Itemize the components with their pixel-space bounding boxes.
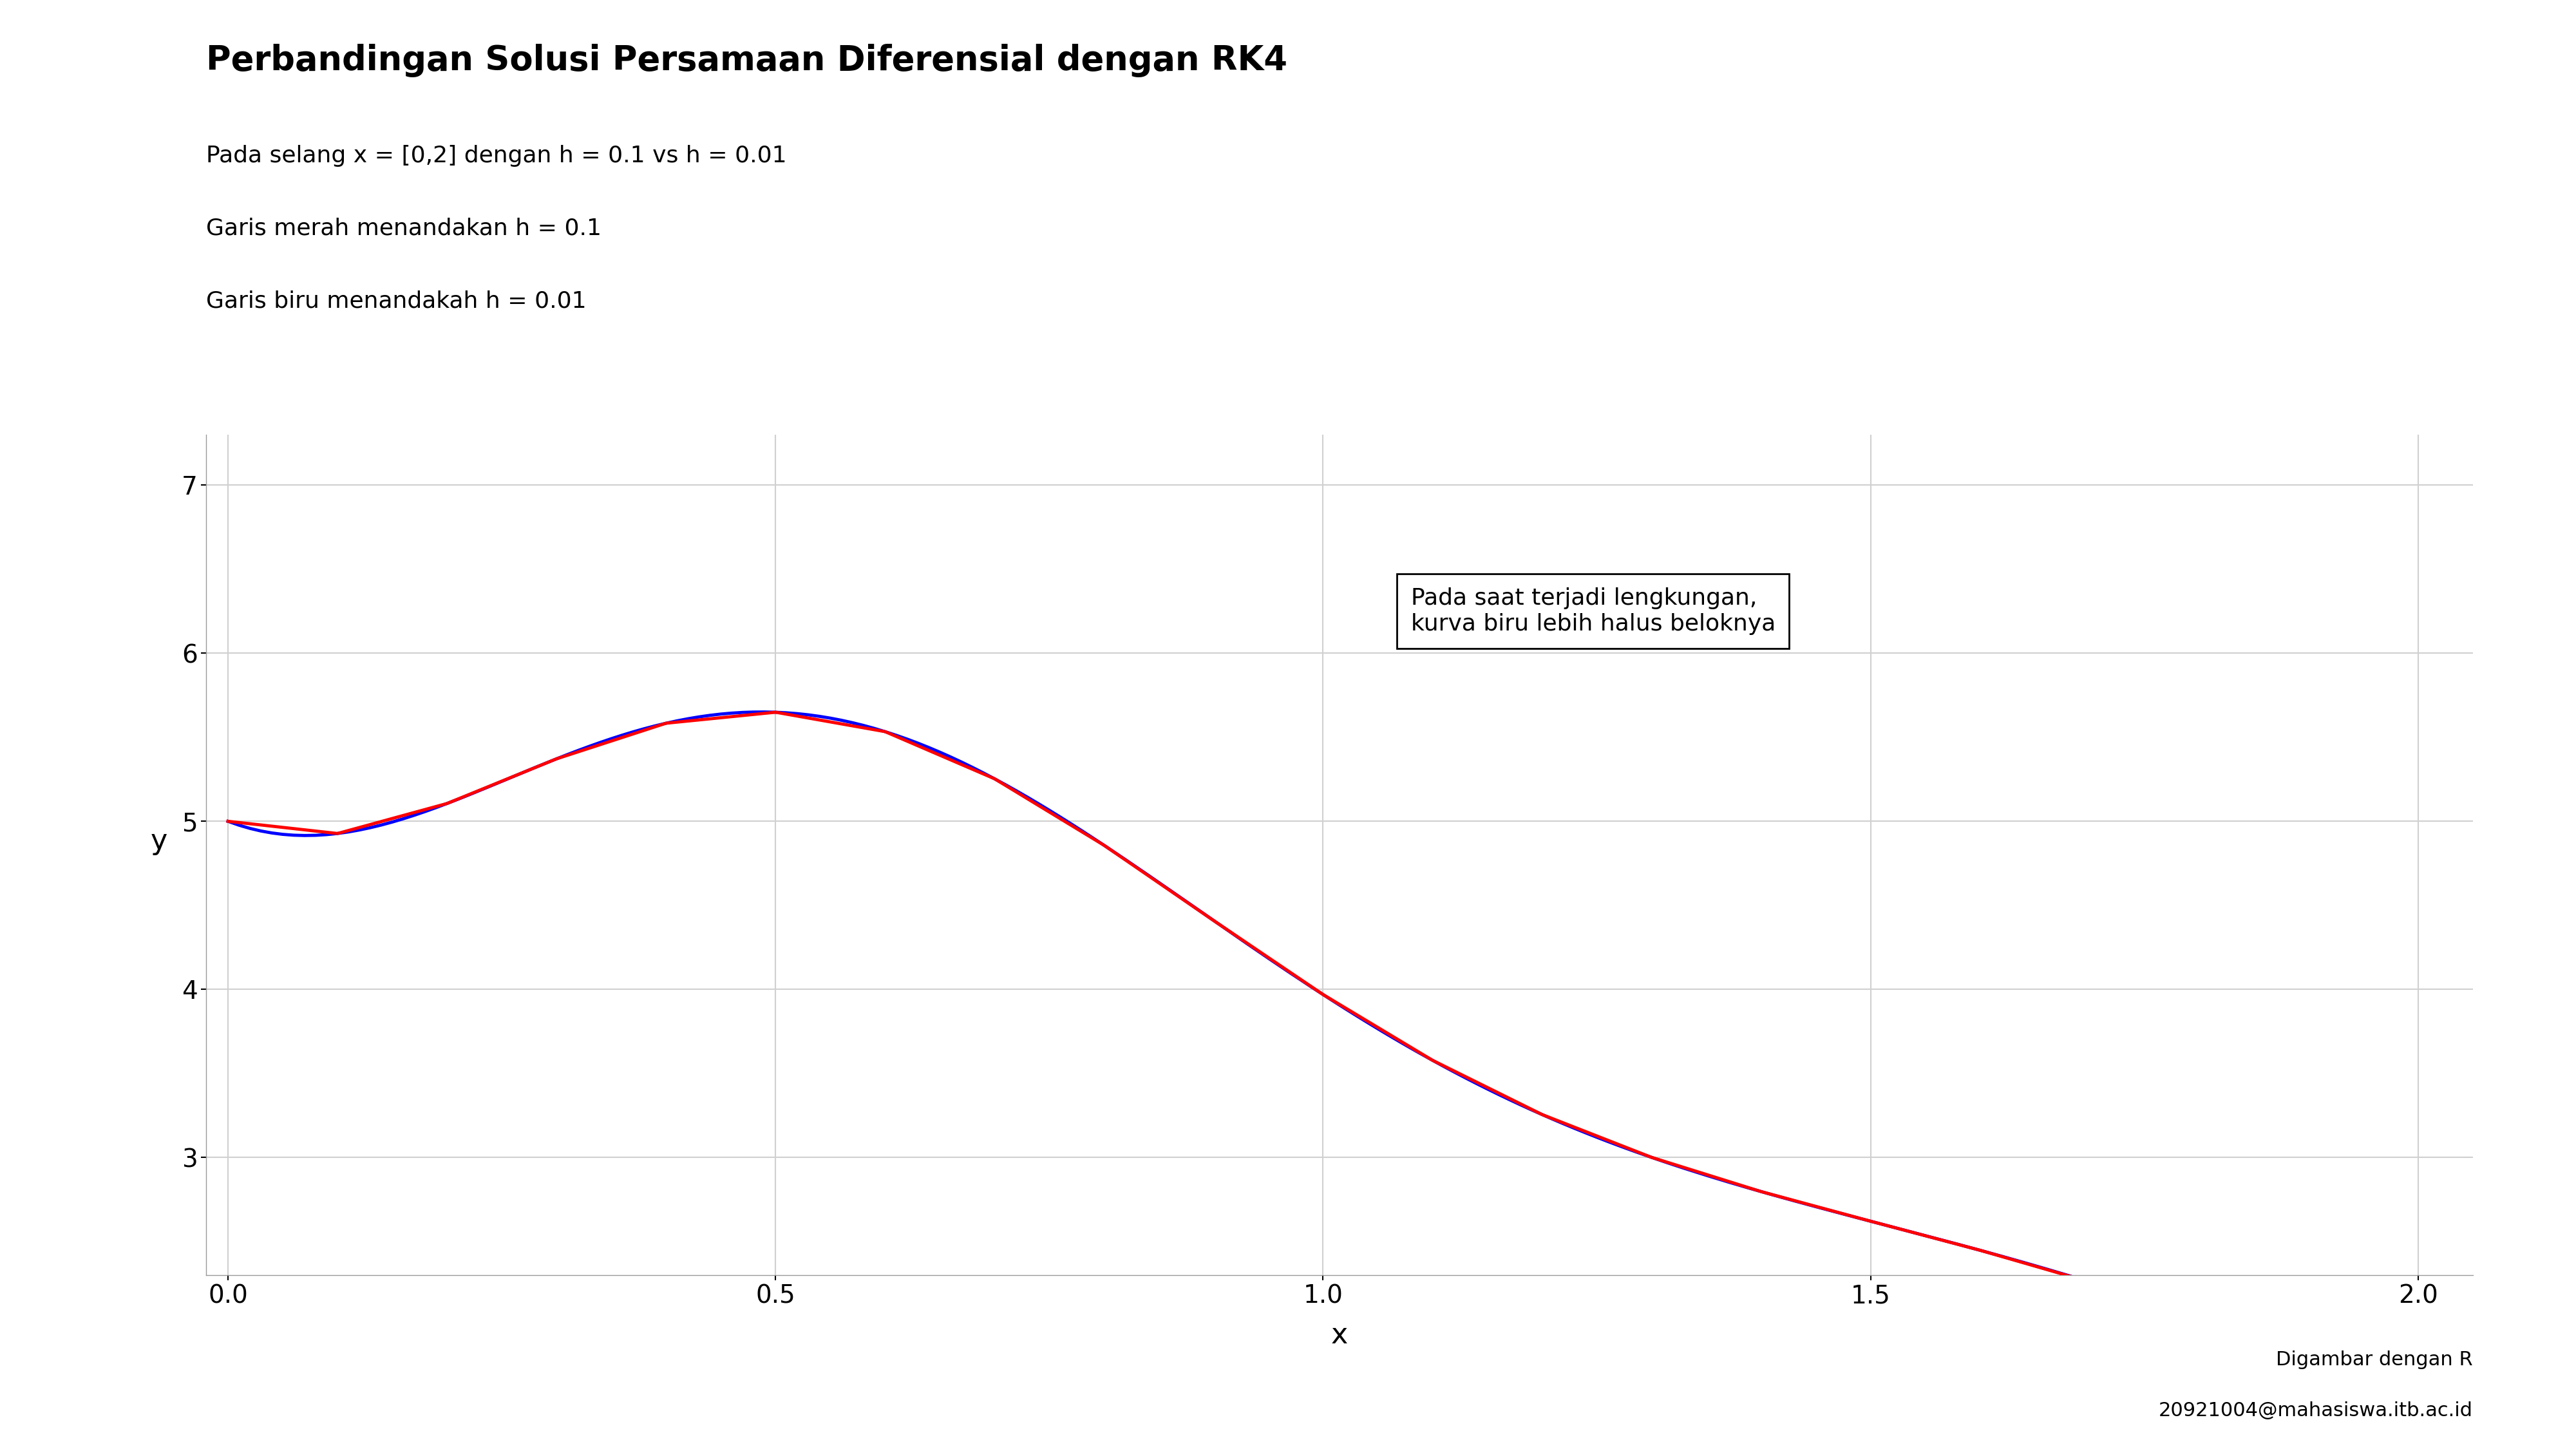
- Text: Pada selang x = [0,2] dengan h = 0.1 vs h = 0.01: Pada selang x = [0,2] dengan h = 0.1 vs …: [206, 145, 786, 167]
- Text: Pada saat terjadi lengkungan,
kurva biru lebih halus beloknya: Pada saat terjadi lengkungan, kurva biru…: [1412, 587, 1775, 635]
- Text: Perbandingan Solusi Persamaan Diferensial dengan RK4: Perbandingan Solusi Persamaan Diferensia…: [206, 43, 1288, 77]
- Y-axis label: y: y: [152, 827, 167, 855]
- Text: 20921004@mahasiswa.itb.ac.id: 20921004@mahasiswa.itb.ac.id: [2159, 1401, 2473, 1420]
- Text: Digambar dengan R: Digambar dengan R: [2277, 1350, 2473, 1369]
- X-axis label: x: x: [1332, 1321, 1347, 1349]
- Text: Garis merah menandakan h = 0.1: Garis merah menandakan h = 0.1: [206, 217, 603, 239]
- Text: Garis biru menandakah h = 0.01: Garis biru menandakah h = 0.01: [206, 290, 587, 312]
